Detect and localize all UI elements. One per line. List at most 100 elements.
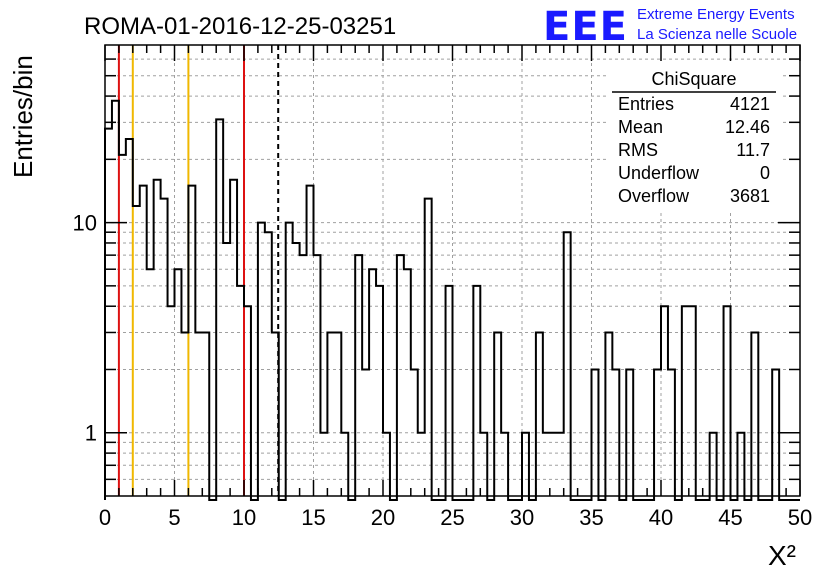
x-tick-label: 5 [168,505,180,530]
histogram-bin [181,332,188,496]
histogram-bin [626,369,633,496]
histogram-bin [265,232,272,496]
histogram-bin [564,232,571,496]
histogram-bin [244,306,251,496]
histogram-bin [195,332,202,496]
axis-ticks [104,45,801,496]
histogram-bin [237,286,244,496]
y-axis-label: Entries/bin [8,55,38,178]
histogram-bin [334,332,341,496]
histogram-bin [612,369,619,496]
axis-tick-labels: 0 5 10 15 20 25 30 35 40 45 50 1 10 [73,211,813,530]
histogram-bin [522,433,529,496]
histogram-bin [355,255,362,496]
histogram-bin [188,186,195,496]
histogram-bin [550,433,557,496]
histogram-bin [605,332,612,496]
brand-line-1: Extreme Energy Events [637,6,795,23]
histogram-bin [661,306,668,496]
histogram-bin [383,433,390,496]
histogram-bin [293,243,300,496]
histogram-bin [230,180,237,496]
run-title: ROMA-01-2016-12-25-03251 [84,13,396,40]
histogram-bin [320,433,327,496]
stats-overflow-label: Overflow [618,186,690,206]
eee-logo: EEE [543,4,628,50]
histogram-bin [737,433,744,496]
histogram-bin [654,369,661,496]
histogram-bin [216,119,223,496]
histogram-bin [404,269,411,496]
x-tick-label: 25 [440,505,464,530]
x-axis-label: X² [768,540,796,571]
histogram-bin [494,332,501,496]
x-tick-label: 20 [371,505,395,530]
histogram-bin [362,369,369,496]
histogram-bin [543,433,550,496]
histogram-bin [175,269,182,496]
histogram-bin [314,255,321,496]
histogram-bin [411,369,418,496]
histogram-bin [446,286,453,496]
x-tick-label: 10 [232,505,256,530]
histogram-bin [119,155,126,496]
histogram-bin [592,369,599,496]
histogram-bin [147,269,154,496]
x-tick-label: 15 [301,505,325,530]
stats-overflow-value: 3681 [730,186,770,206]
x-tick-label: 40 [649,505,673,530]
histogram-bin [161,199,168,496]
x-tick-label: 0 [99,505,111,530]
histogram-bin [154,180,161,496]
histogram-bin [418,433,425,496]
stats-box-title: ChiSquare [651,69,736,89]
stats-box-background [608,62,780,212]
y-tick-label: 10 [73,211,97,236]
x-tick-label: 45 [718,505,742,530]
histogram-bin [168,306,175,496]
x-tick-label: 35 [579,505,603,530]
stats-mean-value: 12.46 [725,117,770,137]
histogram-series-line [104,99,800,501]
histogram-bin [501,433,508,496]
histogram-bin [105,129,112,496]
histogram-bin [473,286,480,496]
grid-lines [105,45,800,496]
histogram-bin [369,269,376,496]
histogram-bin [751,332,758,496]
histogram-bin [327,332,334,496]
histogram-bin [557,433,564,496]
histogram-bin [668,369,675,496]
histogram-bin [140,186,147,496]
histogram-bin [341,433,348,496]
stats-rms-value: 11.7 [736,140,770,160]
histogram-bin [126,139,133,496]
histogram-bin [376,286,383,496]
histogram-bin [272,332,279,496]
histogram-bin [286,223,293,496]
x-tick-label: 50 [788,505,812,530]
histogram-bin [307,186,314,496]
brand-line-2: La Scienza nelle Scuole [637,26,797,43]
histogram-bin [536,332,543,496]
histogram-bin [425,199,432,496]
histogram-bin [223,243,230,496]
histogram-bin [724,306,731,496]
histogram-bin [682,306,689,496]
y-tick-label: 1 [85,421,97,446]
histogram-bin [133,206,140,496]
stats-rms-label: RMS [618,140,658,160]
histogram-bin [710,433,717,496]
histogram-bin [397,255,404,496]
histogram-bin [300,255,307,496]
histogram-bin [689,306,696,496]
histogram-bin [202,332,209,496]
histogram-bin [258,223,265,496]
stats-entries-value: 4121 [730,94,770,114]
stats-mean-label: Mean [618,117,663,137]
stats-underflow-value: 0 [760,163,770,183]
stats-box: ChiSquare Entries 4121 Mean 12.46 RMS 11… [608,62,780,212]
stats-underflow-label: Underflow [618,163,700,183]
x-tick-label: 30 [510,505,534,530]
